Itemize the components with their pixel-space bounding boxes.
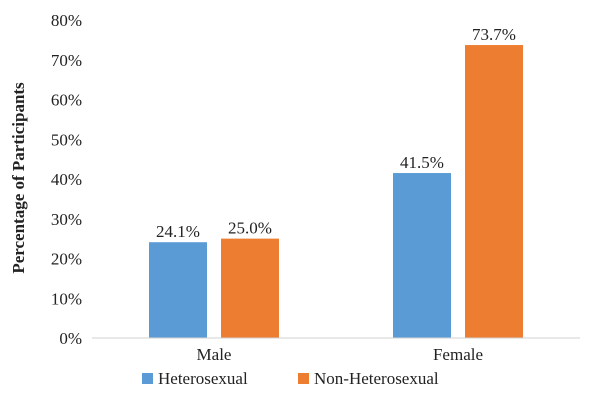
y-tick-label: 80%	[51, 11, 82, 30]
y-axis-title: Percentage of Participants	[9, 82, 28, 274]
data-label: 25.0%	[228, 219, 272, 238]
x-axis: Male Female	[92, 337, 580, 364]
bar-non-heterosexual-male	[221, 238, 279, 338]
y-tick-label: 50%	[51, 130, 82, 149]
legend: Heterosexual Non-Heterosexual	[142, 369, 439, 388]
x-category-label: Male	[197, 345, 232, 364]
y-tick-label: 40%	[51, 170, 82, 189]
data-label: 73.7%	[472, 25, 516, 44]
y-tick-label: 60%	[51, 91, 82, 110]
bars: 24.1% 25.0% 41.5% 73.7%	[149, 25, 523, 338]
y-tick-label: 30%	[51, 210, 82, 229]
bar-non-heterosexual-female	[465, 45, 523, 338]
y-tick-label: 70%	[51, 51, 82, 70]
bar-heterosexual-male	[149, 242, 207, 338]
legend-swatch	[298, 373, 309, 384]
bar-heterosexual-female	[393, 173, 451, 338]
data-label: 41.5%	[400, 153, 444, 172]
y-tick-label: 10%	[51, 289, 82, 308]
y-tick-label: 20%	[51, 250, 82, 269]
y-tick-label: 0%	[59, 329, 82, 348]
legend-label: Non-Heterosexual	[314, 369, 439, 388]
y-axis: 0% 10% 20% 30% 40% 50% 60% 70% 80%	[51, 11, 82, 348]
data-label: 24.1%	[156, 222, 200, 241]
x-category-label: Female	[433, 345, 483, 364]
legend-swatch	[142, 373, 153, 384]
legend-label: Heterosexual	[158, 369, 248, 388]
